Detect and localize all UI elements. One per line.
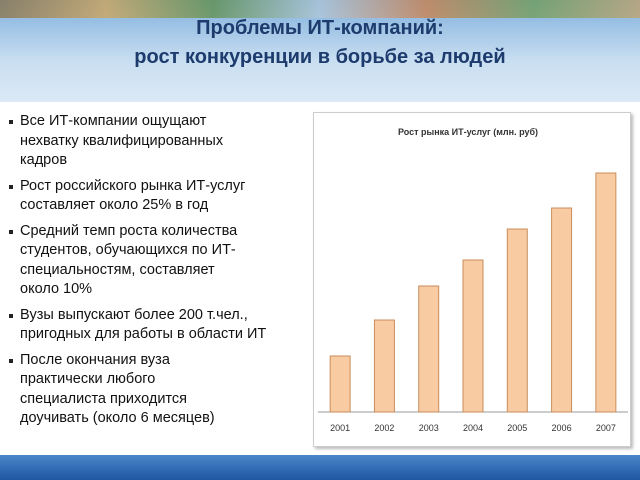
- header: [0, 0, 640, 102]
- bullet: После окончания вуза практически любого сп…: [8, 351, 313, 429]
- bar: [329, 355, 351, 413]
- bullet-line: Все ИТ-компании ощущают: [20, 113, 207, 129]
- bar: [462, 259, 484, 413]
- x-tick-label: 2003: [419, 423, 439, 433]
- header-strip: [0, 0, 640, 18]
- title-line: рост конкуренции в борьбе за людей: [134, 46, 506, 68]
- bullet: Вузы выпускают более 200 т.чел., пригодны…: [8, 306, 313, 345]
- bullet-line: После окончания вуза: [20, 351, 170, 368]
- bar: [551, 207, 573, 413]
- title: Проблемы ИТ-компаний: рост конкуренции в …: [0, 14, 640, 72]
- bullet: Рост российского рынка ИТ-услуг составляе…: [8, 177, 313, 216]
- x-tick-label: 2007: [596, 423, 616, 433]
- bullet: Все ИТ-компании ощущают нехватку квалифиц…: [8, 112, 313, 171]
- bar: [373, 319, 395, 413]
- bullet-line: нехватку квалифицированных: [20, 132, 224, 149]
- bullet: Средний темп роста количества студентов, …: [8, 222, 313, 300]
- x-tick-label: 2004: [463, 423, 483, 433]
- x-tick-label: 2006: [552, 423, 572, 433]
- bullet-line: Рост российского рынка ИТ-услуг: [20, 177, 246, 194]
- bullet-line: доучивать (около 6 месяцев): [20, 410, 215, 426]
- bullet-line: практически любого: [20, 371, 156, 387]
- bullet-line: Вузы выпускают более 200 т.чел.,: [20, 306, 248, 323]
- x-tick-label: 2001: [330, 423, 350, 433]
- bullet-line: специалиста приходится: [20, 390, 188, 407]
- bullet-line: специальностям, составляет: [20, 261, 215, 278]
- bullet-line: студентов, обучающихся по ИТ-: [20, 242, 236, 258]
- x-tick-label: 2002: [374, 423, 394, 433]
- chart-title: Рост рынка ИТ-услуг (млн. руб): [398, 127, 538, 137]
- bar: [595, 172, 617, 413]
- title-line: Проблемы ИТ-компаний:: [196, 17, 444, 39]
- bullet-line: пригодных для работы в области ИТ: [20, 326, 267, 342]
- bullet-line: кадров: [20, 152, 68, 168]
- bullet-line: составляет около 25% в год: [20, 197, 209, 213]
- bullet-line: Средний темп роста количества: [20, 222, 238, 239]
- bullet-list: Все ИТ-компании ощущают нехватку квалифиц…: [8, 112, 313, 435]
- bar: [506, 228, 528, 413]
- footer: [0, 455, 640, 480]
- bullet-line: около 10%: [20, 281, 93, 297]
- x-tick-label: 2005: [507, 423, 527, 433]
- bar: [418, 285, 440, 413]
